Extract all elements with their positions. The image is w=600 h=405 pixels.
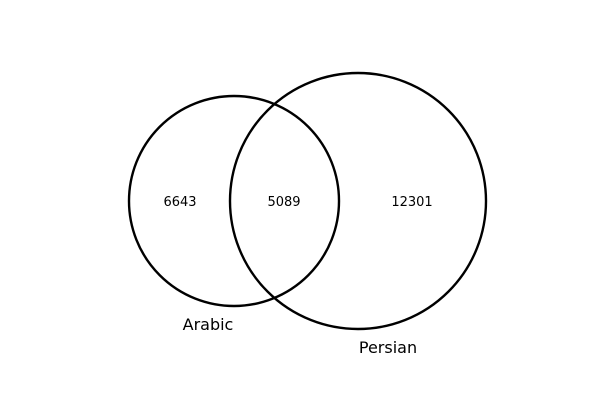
set-circle-arabic (127, 94, 341, 308)
set-label-arabic: Arabic (183, 315, 234, 334)
set-label-persian: Persian (359, 338, 417, 357)
count-only-persian: 12301 (391, 195, 432, 210)
set-circle-persian (228, 71, 488, 331)
count-only-arabic: 6643 (163, 195, 196, 210)
count-intersection: 5089 (267, 195, 300, 210)
